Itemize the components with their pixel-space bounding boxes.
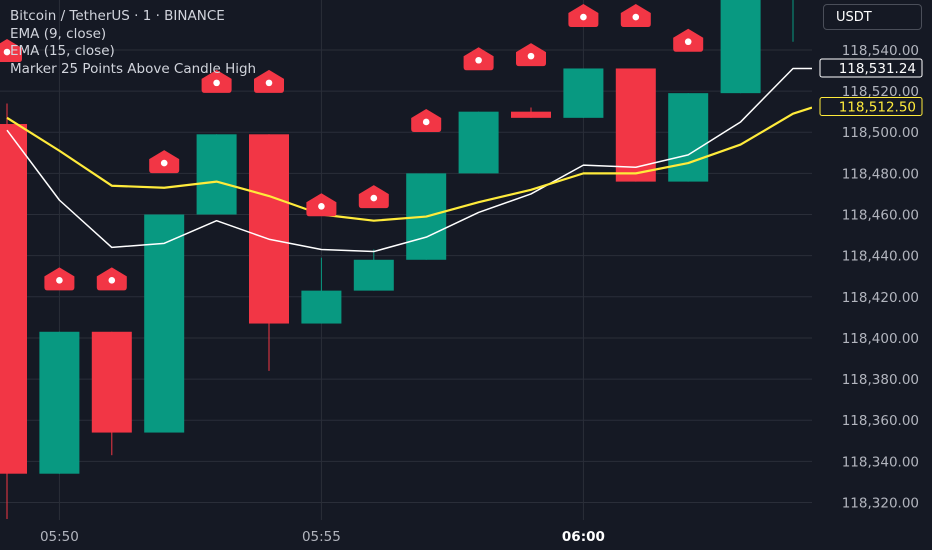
ema-lines: [6, 67, 812, 253]
ema-fast-line: [6, 67, 812, 253]
price-tick-label: 118,380.00: [842, 372, 919, 388]
time-tick-label: 05:50: [40, 529, 79, 545]
marker-icon: [358, 185, 389, 209]
marker-icon: [568, 4, 599, 28]
ema-slow-line: [6, 106, 812, 222]
price-axis: 118,320.00 118,340.00 118,360.00 118,380.00…: [812, 0, 932, 550]
price-tick-label: 118,440.00: [842, 249, 919, 265]
legend-ema-slow[interactable]: EMA (15, close): [10, 43, 115, 59]
legend-ema-fast[interactable]: EMA (9, close): [10, 25, 107, 42]
candle-body: [0, 124, 27, 474]
price-tick-label: 118,340.00: [842, 454, 919, 470]
price-tick-label: 118,520.00: [842, 84, 919, 100]
candle-body: [458, 111, 499, 174]
price-tick-label: 118,360.00: [842, 413, 919, 429]
marker-icon: [620, 4, 651, 28]
candlestick-series: [0, 0, 794, 519]
last-value-badge: [819, 97, 923, 117]
price-tick-label: 118,400.00: [842, 331, 919, 347]
candle-body: [668, 93, 709, 182]
marker-icon: [463, 47, 494, 71]
marker-icon: [254, 69, 284, 93]
last-value-label: 118,531.24: [839, 61, 916, 77]
price-tick-label: 118,500.00: [842, 125, 919, 141]
marker-series: [0, 4, 704, 291]
marker-icon: [306, 193, 337, 217]
time-axis-background: [0, 520, 812, 550]
marker-icon: [673, 28, 704, 52]
price-tick-label: 118,320.00: [842, 496, 919, 512]
marker-icon: [516, 43, 546, 67]
chart-grid: [0, 0, 812, 520]
last-value-label: 118,512.50: [839, 100, 916, 116]
candle-body: [196, 134, 237, 215]
legend-marker-indicator[interactable]: Marker 25 Points Above Candle High: [10, 60, 257, 77]
price-tick-label: 118,480.00: [842, 166, 919, 182]
candle-body: [615, 68, 656, 182]
legend-symbol[interactable]: Bitcoin / TetherUS · 1 · BINANCE: [10, 8, 225, 24]
price-tick-label: 118,540.00: [842, 43, 919, 59]
price-axis-background: [812, 0, 932, 550]
chart-legend: Bitcoin / TetherUS · 1 · BINANCE EMA (9,…: [10, 8, 256, 78]
candle-body: [301, 290, 342, 324]
marker-icon: [96, 267, 127, 291]
price-tick-label: 118,420.00: [842, 290, 919, 306]
time-axis: 05:50 05:55 06:00: [0, 520, 812, 550]
marker-icon: [149, 150, 180, 174]
price-tick-label: 118,460.00: [842, 208, 919, 224]
candle-body: [563, 68, 604, 118]
candle-body: [91, 331, 132, 433]
marker-icon: [411, 108, 442, 132]
currency-button[interactable]: USDT: [823, 4, 922, 30]
candle-body: [144, 214, 185, 433]
candle-body: [353, 259, 394, 291]
marker-icon: [201, 69, 232, 93]
time-tick-label: 05:55: [302, 529, 341, 545]
last-value-badge: [819, 58, 923, 78]
candle-body: [511, 111, 551, 118]
candle-body: [39, 331, 80, 474]
time-tick-label: 06:00: [562, 529, 605, 545]
candle-body: [249, 134, 289, 324]
marker-icon: [44, 267, 75, 291]
marker-icon: [0, 39, 22, 63]
candle-body: [720, 0, 761, 94]
